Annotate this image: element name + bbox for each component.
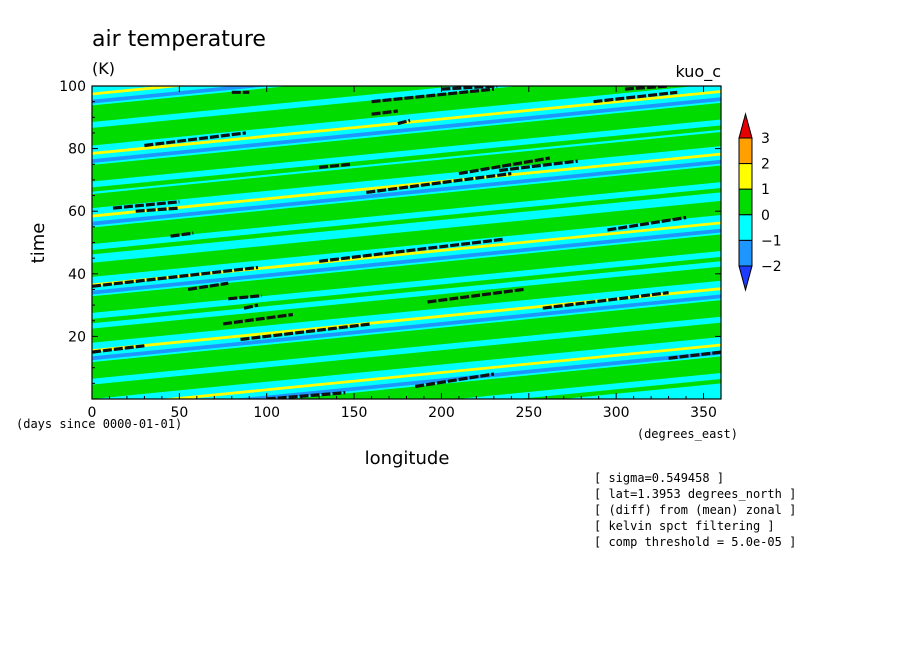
threshold-segment (318, 237, 503, 263)
threshold-segment (414, 372, 495, 389)
x-axis-units: (degrees_east) (637, 427, 738, 441)
negative-anomaly-band (92, 228, 721, 295)
threshold-segment (170, 231, 194, 238)
info-line-threshold: [ comp threshold = 5.0e-05 ] (594, 535, 796, 549)
threshold-segment (498, 159, 578, 173)
x-tick-label: 350 (690, 405, 717, 421)
colorbar-box (738, 239, 753, 267)
y-tick-label: 60 (68, 204, 86, 220)
positive-anomaly-band (92, 86, 696, 146)
positive-anomaly-band (288, 356, 721, 399)
threshold-segment (371, 109, 398, 116)
info-line-lat: [ lat=1.3953 degrees_north ] (594, 487, 796, 501)
info-notes: [ sigma=0.549458 ] [ lat=1.3953 degrees_… (594, 471, 796, 549)
positive-anomaly-band (92, 322, 721, 389)
info-line-sigma: [ sigma=0.549458 ] (594, 471, 724, 485)
threshold-segment (240, 322, 372, 342)
threshold-segments (92, 86, 721, 399)
warm-anomaly-band (92, 287, 721, 353)
positive-anomaly-band (92, 86, 562, 133)
x-tick-label: 50 (170, 405, 188, 421)
threshold-segment (607, 215, 687, 232)
positive-anomaly-band (92, 132, 721, 209)
y-tick-label: 100 (59, 79, 86, 95)
threshold-segment (112, 200, 180, 210)
colorbar-label: 3 (761, 131, 770, 147)
positive-anomaly-band (92, 86, 458, 122)
y-axis-label: time (28, 223, 49, 264)
contour-bands (92, 86, 721, 399)
threshold-segment (266, 391, 346, 399)
colorbar-max-triangle (738, 112, 753, 139)
threshold-segment (427, 287, 524, 304)
negative-anomaly-band (92, 159, 721, 226)
colorbar-box (738, 163, 753, 190)
x-tick-label: 0 (88, 405, 97, 421)
x-tick-label: 100 (253, 405, 280, 421)
threshold-segment (397, 118, 411, 126)
threshold-segment (187, 281, 229, 291)
x-axis-label: longitude (365, 448, 450, 469)
warm-anomaly-band (158, 343, 721, 399)
negative-anomaly-band (92, 86, 270, 104)
threshold-segment (318, 162, 351, 169)
colorbar-min-triangle (738, 265, 753, 292)
colorbar-box (738, 137, 753, 165)
positive-anomaly-band (92, 200, 721, 277)
colorbar-label: −1 (761, 233, 782, 249)
colorbar-label: 1 (761, 182, 770, 198)
y-axis-units: (days since 0000-01-01) (16, 417, 182, 431)
warm-anomaly-band (92, 86, 188, 96)
colorbar: 3 2 1 0 −1 −2 (738, 112, 782, 292)
threshold-segment (144, 131, 246, 148)
positive-anomaly-band (92, 300, 721, 379)
threshold-segment (92, 265, 259, 288)
threshold-segment (371, 87, 495, 104)
y-tick-label: 40 (68, 267, 86, 283)
positive-anomaly-band (92, 234, 721, 313)
positive-anomaly-band (92, 165, 721, 245)
y-tick-label: 80 (68, 142, 86, 158)
negative-anomaly-band (232, 350, 721, 399)
threshold-segment (542, 291, 669, 310)
colorbar-label: −2 (761, 259, 782, 275)
colorbar-box (738, 214, 753, 241)
positive-anomaly-band (517, 379, 721, 399)
x-tick-label: 150 (341, 405, 368, 421)
negative-anomaly-band (92, 294, 721, 361)
threshold-segment (222, 312, 294, 326)
x-axis-ticks: 0 50 100 150 200 250 300 350 (88, 86, 717, 421)
model-label: kuo_c (676, 62, 722, 82)
positive-anomaly-band (92, 102, 721, 182)
x-tick-label: 300 (603, 405, 630, 421)
warm-anomaly-band (92, 152, 721, 218)
chart-units: (K) (92, 59, 115, 78)
info-line-filter: [ kelvin spct filtering ] (594, 519, 775, 533)
threshold-segment (458, 156, 551, 176)
info-line-diff: [ (diff) from (mean) zonal ] (594, 503, 796, 517)
threshold-segment (243, 303, 259, 310)
colorbar-box (738, 188, 753, 216)
threshold-segment (366, 172, 512, 194)
positive-anomaly-band (92, 125, 721, 192)
threshold-segment (593, 90, 678, 104)
threshold-segment (228, 294, 262, 301)
colorbar-label: 0 (761, 208, 770, 224)
y-axis-ticks: 20 40 60 80 100 (59, 79, 721, 384)
plot-area (92, 86, 721, 399)
colorbar-label: 2 (761, 157, 770, 173)
positive-anomaly-band (92, 188, 721, 255)
threshold-segment (92, 344, 145, 354)
threshold-segment (135, 206, 180, 213)
x-tick-label: 250 (515, 405, 542, 421)
threshold-segment (668, 350, 721, 360)
negative-anomaly-band (92, 97, 721, 163)
x-tick-label: 200 (428, 405, 455, 421)
positive-anomaly-band (92, 266, 721, 343)
y-tick-label: 20 (68, 329, 86, 345)
chart-title: air temperature (92, 27, 266, 52)
